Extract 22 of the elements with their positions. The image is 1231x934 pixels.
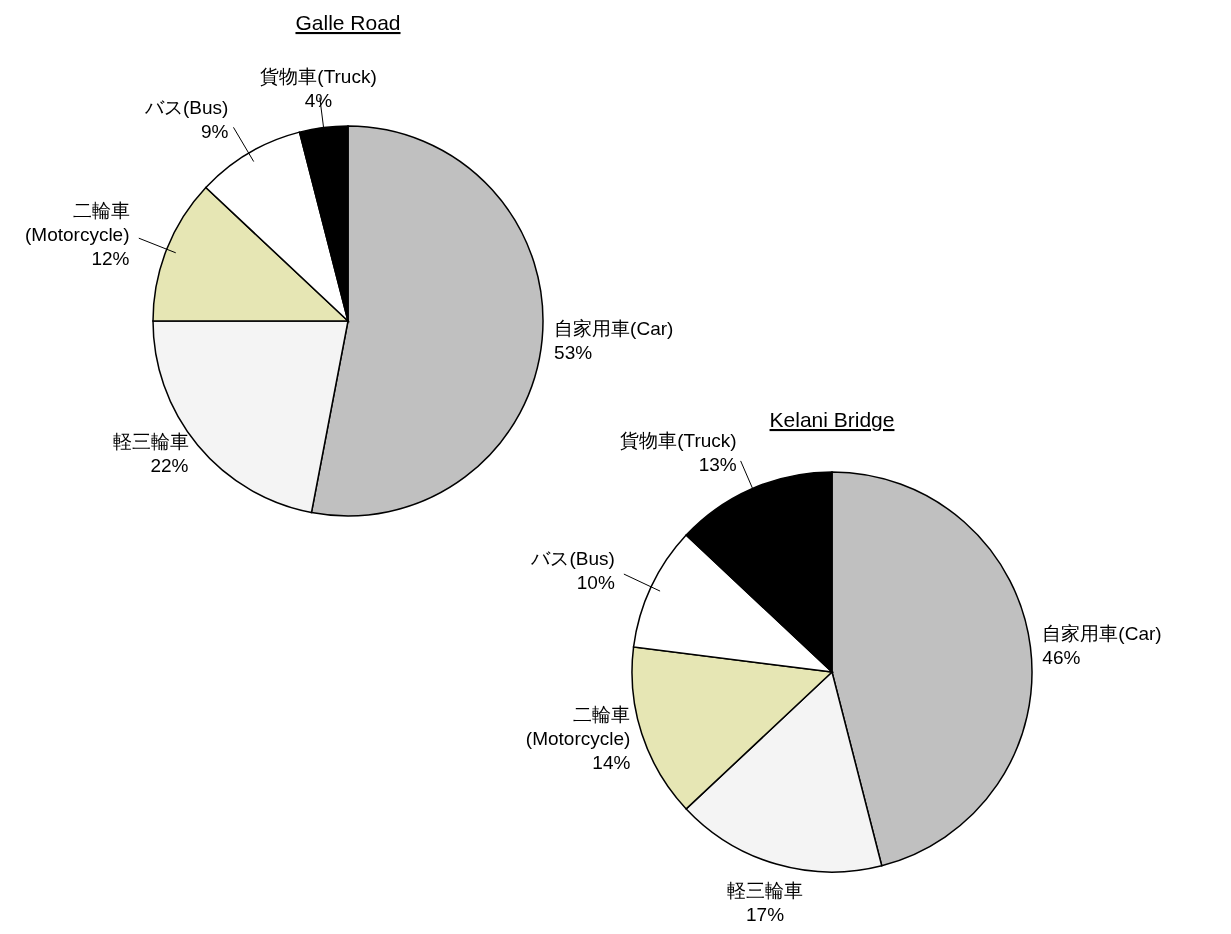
chart-title: Kelani Bridge bbox=[769, 408, 895, 431]
slice-label: バス(Bus) bbox=[530, 547, 615, 569]
data-label: 22% bbox=[150, 454, 189, 476]
data-label: 9% bbox=[200, 120, 229, 142]
slice-label: 軽三輪車 bbox=[727, 880, 804, 902]
slice-label: バス(Bus) bbox=[143, 96, 229, 118]
data-label: 53% bbox=[554, 342, 593, 364]
slice-label: 二輪車 (Motorcycle) bbox=[525, 703, 631, 749]
slice-label: 貨物車(Truck) bbox=[260, 65, 377, 87]
slice-label: 自家用車(Car) bbox=[1042, 623, 1162, 645]
data-label: 12% bbox=[91, 248, 130, 270]
data-label: 13% bbox=[698, 453, 737, 475]
slice-label: 自家用車(Car) bbox=[554, 318, 674, 340]
data-label: 10% bbox=[576, 571, 615, 593]
slice-label: 貨物車(Truck) bbox=[620, 429, 737, 451]
data-label: 46% bbox=[1042, 647, 1081, 669]
data-label: 4% bbox=[304, 89, 333, 111]
slice-label: 軽三輪車 bbox=[112, 430, 189, 452]
chart-title: Galle Road bbox=[295, 11, 401, 34]
data-label: 17% bbox=[746, 904, 785, 926]
data-label: 14% bbox=[592, 751, 631, 773]
slice-label: 二輪車 (Motorcycle) bbox=[24, 200, 130, 246]
